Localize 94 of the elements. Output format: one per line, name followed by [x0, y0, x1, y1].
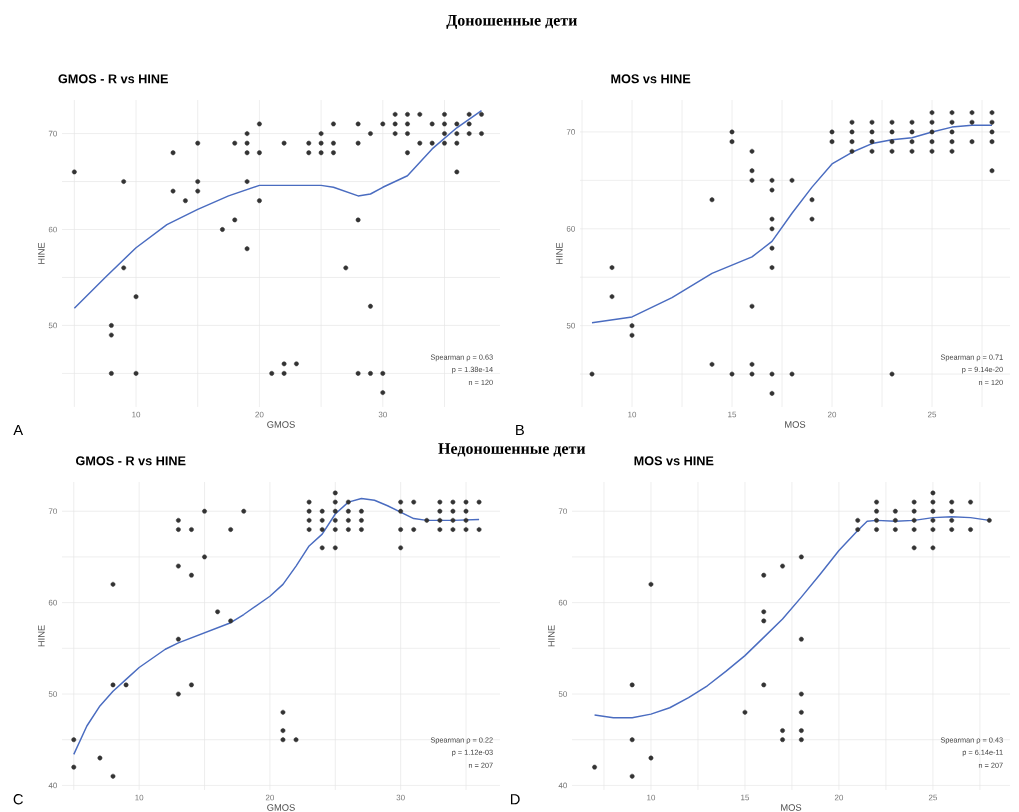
x-tick-label: 15 [741, 794, 750, 801]
y-tick-label: 70 [558, 508, 567, 515]
y-tick-label: 60 [48, 599, 57, 606]
x-tick-label: 30 [396, 794, 405, 801]
y-axis-title: HINE [38, 625, 45, 647]
y-tick-label: 70 [48, 508, 57, 515]
x-tick-label: 30 [378, 411, 387, 418]
point [892, 508, 898, 514]
point [892, 527, 898, 532]
point [930, 545, 936, 551]
x-tick-label: 15 [728, 411, 737, 418]
x-tick-label: 10 [628, 411, 637, 418]
x-tick-label: 10 [135, 794, 144, 801]
point [798, 709, 804, 715]
point [949, 517, 955, 523]
y-tick-label: 50 [558, 691, 567, 697]
chart-title: GMOS - R vs HINE [76, 456, 186, 466]
point [930, 499, 936, 505]
point [761, 618, 767, 624]
x-axis-title: MOS [785, 421, 806, 428]
chart-title: GMOS - R vs HINE [58, 74, 168, 84]
point [949, 508, 955, 514]
point [780, 737, 785, 743]
chart-title: MOS vs HINE [611, 74, 691, 84]
x-axis-title: MOS [781, 804, 802, 811]
point [911, 527, 917, 532]
point [629, 737, 635, 743]
text: B [516, 424, 524, 436]
point [798, 737, 804, 743]
y-tick-label: 70 [48, 130, 57, 137]
y-axis-title: HINE [38, 242, 45, 264]
point [892, 517, 898, 523]
y-tick-label: 60 [566, 225, 575, 232]
point [855, 527, 861, 532]
point [761, 609, 767, 615]
point [968, 527, 973, 532]
x-tick-label: 20 [834, 794, 844, 801]
point [780, 563, 785, 569]
point [874, 499, 879, 505]
point [648, 581, 654, 587]
y-axis-title: HINE [548, 625, 555, 647]
point [780, 728, 785, 733]
point [761, 682, 767, 688]
text: Недоношенные дети [438, 443, 586, 457]
point [911, 499, 917, 505]
point [592, 764, 597, 770]
chart-title: MOS vs HINE [634, 456, 714, 466]
x-tick-label: 20 [265, 794, 275, 801]
point [798, 691, 804, 697]
y-axis-title: HINE [556, 242, 563, 264]
point [930, 490, 936, 496]
y-tick-label: 40 [558, 782, 567, 789]
point [949, 499, 955, 505]
x-axis-title: GMOS [267, 804, 295, 811]
text: C [13, 794, 23, 805]
x-tick-label: 10 [132, 411, 141, 418]
point [798, 728, 804, 733]
point [930, 508, 936, 514]
y-tick-label: 50 [48, 322, 57, 329]
x-tick-label: 25 [927, 411, 937, 418]
point [930, 527, 936, 532]
x-axis-title: GMOS [267, 421, 295, 428]
point [798, 636, 804, 642]
x-tick-label: 25 [928, 794, 938, 801]
point [798, 554, 804, 560]
y-tick-label: 60 [558, 599, 567, 606]
point [911, 517, 917, 523]
point [761, 572, 767, 578]
point [911, 508, 917, 514]
point [911, 545, 917, 551]
point [949, 527, 955, 532]
line-series [73, 109, 483, 309]
x-tick-label: 20 [255, 411, 264, 418]
point [629, 682, 635, 688]
point [986, 517, 992, 523]
y-tick-label: 70 [566, 129, 575, 135]
point [968, 499, 973, 505]
y-tick-label: 40 [48, 782, 57, 789]
y-tick-label: 50 [566, 322, 575, 329]
x-tick-label: 10 [647, 794, 656, 801]
point [930, 517, 936, 523]
point [629, 773, 635, 779]
point [874, 517, 879, 523]
y-tick-label: 50 [48, 691, 57, 697]
point [648, 755, 654, 761]
y-tick-label: 60 [48, 226, 57, 233]
text: A [13, 424, 24, 436]
x-tick-label: 20 [827, 411, 837, 418]
point [874, 527, 879, 532]
point [855, 517, 861, 523]
point [874, 508, 879, 514]
point [742, 709, 748, 715]
text: D [510, 794, 520, 805]
text: Доношенные дети [446, 15, 577, 29]
